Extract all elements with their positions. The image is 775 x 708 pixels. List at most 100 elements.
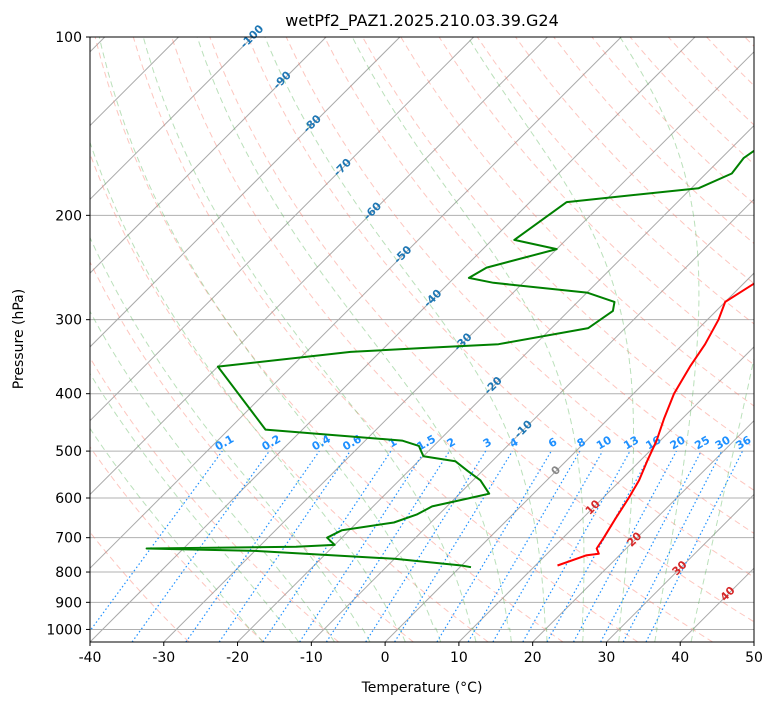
- chart-title: wetPf2_PAZ1.2025.210.03.39.G24: [285, 11, 559, 31]
- mixing-ratio-label: 2: [445, 435, 458, 450]
- x-tick-label: 20: [524, 650, 542, 666]
- mixing-ratio-line: [572, 450, 677, 642]
- dry-adiabat: [247, 37, 754, 578]
- isotherm-label: 0: [549, 463, 564, 478]
- x-axis-label: Temperature (°C): [361, 680, 483, 696]
- temperature-profile: [557, 282, 754, 567]
- dry-adiabat: [171, 37, 713, 642]
- mixing-ratio-label: 10: [594, 433, 614, 452]
- isotherm-label: -60: [361, 199, 384, 222]
- dry-adiabat: [132, 37, 639, 642]
- x-tick-label: 0: [381, 650, 390, 666]
- dry-adiabat: [90, 531, 190, 642]
- isotherm-line: [458, 346, 754, 642]
- y-tick-label: 100: [55, 30, 82, 46]
- mixing-ratio-label: 6: [546, 435, 559, 450]
- moist-adiabat: [90, 140, 406, 642]
- dry-adiabat: [323, 37, 754, 491]
- plot-frame: [89, 36, 755, 643]
- moist-adiabat: [690, 356, 754, 642]
- isotherm-line: [90, 37, 548, 496]
- mixing-ratio-label: 30: [713, 433, 733, 452]
- dry-adiabat: [476, 37, 754, 325]
- mixing-ratio-line: [436, 450, 552, 642]
- dry-adiabat: [362, 37, 754, 449]
- x-tick-label: -30: [152, 650, 175, 666]
- y-tick-label: 400: [55, 387, 82, 403]
- mixing-ratio-label: 1.5: [415, 432, 438, 453]
- isotherm-line: [753, 641, 754, 642]
- dry-adiabat: [515, 37, 754, 285]
- isotherm-line: [237, 124, 754, 642]
- mixing-ratio-line: [325, 450, 451, 642]
- x-tick-label: -40: [79, 650, 102, 666]
- moist-adiabat: [619, 37, 700, 642]
- isotherm-label: -80: [301, 112, 324, 135]
- y-axis-label: Pressure (hPa): [11, 289, 27, 389]
- mixing-ratio-label: 0.2: [260, 432, 283, 453]
- isotherm-label: 40: [718, 584, 738, 604]
- dry-adiabat: [209, 37, 754, 623]
- background-lines: [90, 37, 754, 642]
- dry-adiabat: [90, 446, 265, 642]
- dry-adiabat: [438, 37, 754, 366]
- dry-adiabat: [90, 260, 414, 642]
- moist-adiabat: [90, 372, 300, 642]
- dry-adiabat: [667, 37, 754, 126]
- dry-adiabat: [744, 37, 754, 47]
- moist-adiabat: [142, 37, 477, 642]
- y-tick-label: 700: [55, 531, 82, 547]
- isotherm-label: -40: [421, 287, 444, 310]
- isotherm-line: [90, 37, 327, 274]
- x-tick-label: 50: [745, 650, 763, 666]
- y-tick-label: 800: [55, 565, 82, 581]
- dry-adiabat: [629, 37, 754, 165]
- dry-adiabat: [553, 37, 754, 245]
- x-tick-label: 10: [450, 650, 468, 666]
- moist-adiabat: [90, 236, 371, 642]
- mixing-ratio-label: 20: [668, 433, 688, 452]
- mixing-ratio-label: 13: [621, 433, 641, 452]
- isotherm-line: [679, 567, 754, 642]
- mixing-ratio-label: 3: [481, 435, 494, 450]
- y-tick-label: 1000: [46, 622, 82, 638]
- isotherm-line: [90, 37, 622, 569]
- grid-layer: [90, 37, 754, 642]
- mixing-ratio-line: [218, 450, 351, 642]
- moist-adiabat: [90, 310, 335, 642]
- mixing-ratio-line: [365, 450, 487, 642]
- isotherm-line: [90, 37, 253, 201]
- mixing-ratio-label: 1: [386, 435, 399, 450]
- moist-adiabat: [196, 37, 512, 642]
- isotherm-line: [606, 493, 754, 642]
- x-tick-label: -20: [226, 650, 249, 666]
- dewpoint-profile: [145, 149, 754, 569]
- isotherm-line: [384, 272, 754, 642]
- x-tick-label: 40: [671, 650, 689, 666]
- moist-adiabat: [264, 37, 548, 642]
- isotherm-line: [532, 419, 754, 642]
- dry-adiabat: [94, 37, 564, 642]
- isotherm-line: [90, 37, 475, 422]
- mixing-ratio-label: 8: [575, 435, 588, 450]
- mixing-ratio-line: [546, 450, 653, 642]
- dry-adiabat: [591, 37, 754, 205]
- mixing-ratio-line: [394, 450, 513, 642]
- y-axis-ticks: 100 200 300 400 500 600 700 800 900 1000: [46, 30, 90, 638]
- y-tick-label: 200: [55, 208, 82, 224]
- y-tick-label: 900: [55, 595, 82, 611]
- profiles: [145, 149, 754, 569]
- y-tick-label: 500: [55, 444, 82, 460]
- dry-adiabat: [90, 356, 339, 642]
- x-tick-label: -10: [300, 650, 323, 666]
- line-labels: 0.1 0.2 0.4 0.6 1 1.5 2 3 4 6 8 10 13 16 20 25 30 36-100-…: [213, 22, 754, 604]
- moist-adiabat: [90, 427, 264, 642]
- isotherm-line: [90, 37, 696, 642]
- moist-adiabat: [467, 37, 635, 642]
- isotherm-line: [90, 37, 401, 348]
- x-tick-label: 30: [598, 650, 616, 666]
- isotherm-label: 10: [583, 497, 603, 517]
- mixing-ratio-line: [600, 450, 702, 642]
- y-tick-label: 600: [55, 491, 82, 507]
